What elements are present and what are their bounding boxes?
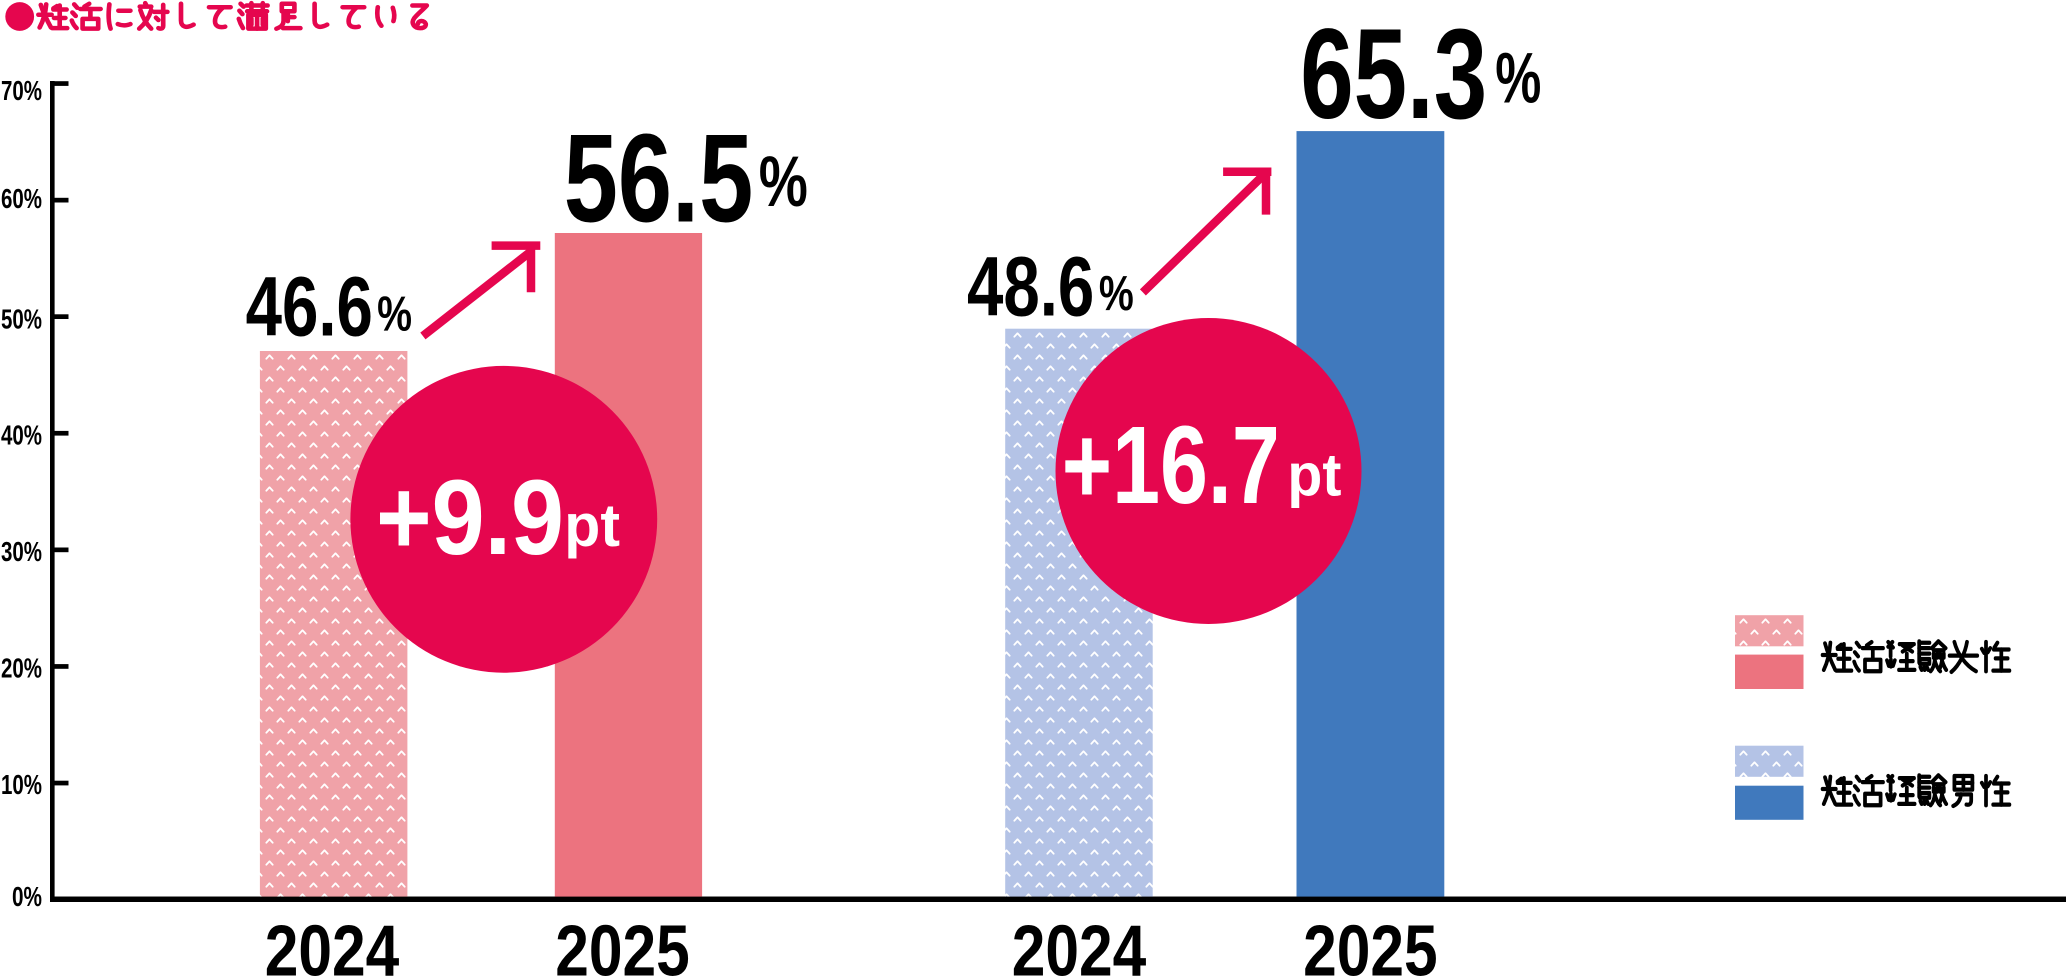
svg-text:30%: 30% — [1, 536, 42, 567]
svg-text:50%: 50% — [1, 303, 42, 334]
svg-text:46.6: 46.6 — [246, 260, 373, 354]
svg-text:2024: 2024 — [265, 911, 400, 978]
svg-text:70%: 70% — [1, 75, 42, 106]
svg-text:pt: pt — [564, 492, 620, 559]
svg-text:+9.9: +9.9 — [376, 457, 564, 577]
svg-text:2025: 2025 — [555, 911, 690, 978]
svg-text:48.6: 48.6 — [967, 239, 1094, 333]
svg-text:2025: 2025 — [1303, 911, 1438, 978]
svg-text:60%: 60% — [1, 183, 42, 214]
svg-text:pt: pt — [1287, 442, 1341, 509]
svg-text:%: % — [1495, 39, 1541, 119]
svg-text:+16.7: +16.7 — [1062, 404, 1280, 527]
svg-text:40%: 40% — [1, 419, 42, 450]
svg-text:65.3: 65.3 — [1300, 3, 1487, 146]
svg-text:%: % — [1099, 266, 1134, 321]
svg-text:%: % — [759, 142, 808, 222]
svg-text:%: % — [377, 287, 412, 342]
svg-text:10%: 10% — [1, 769, 42, 800]
svg-text:2024: 2024 — [1012, 911, 1147, 978]
svg-text:0%: 0% — [12, 881, 42, 912]
svg-text:56.5: 56.5 — [564, 107, 753, 248]
svg-text:20%: 20% — [1, 653, 42, 684]
